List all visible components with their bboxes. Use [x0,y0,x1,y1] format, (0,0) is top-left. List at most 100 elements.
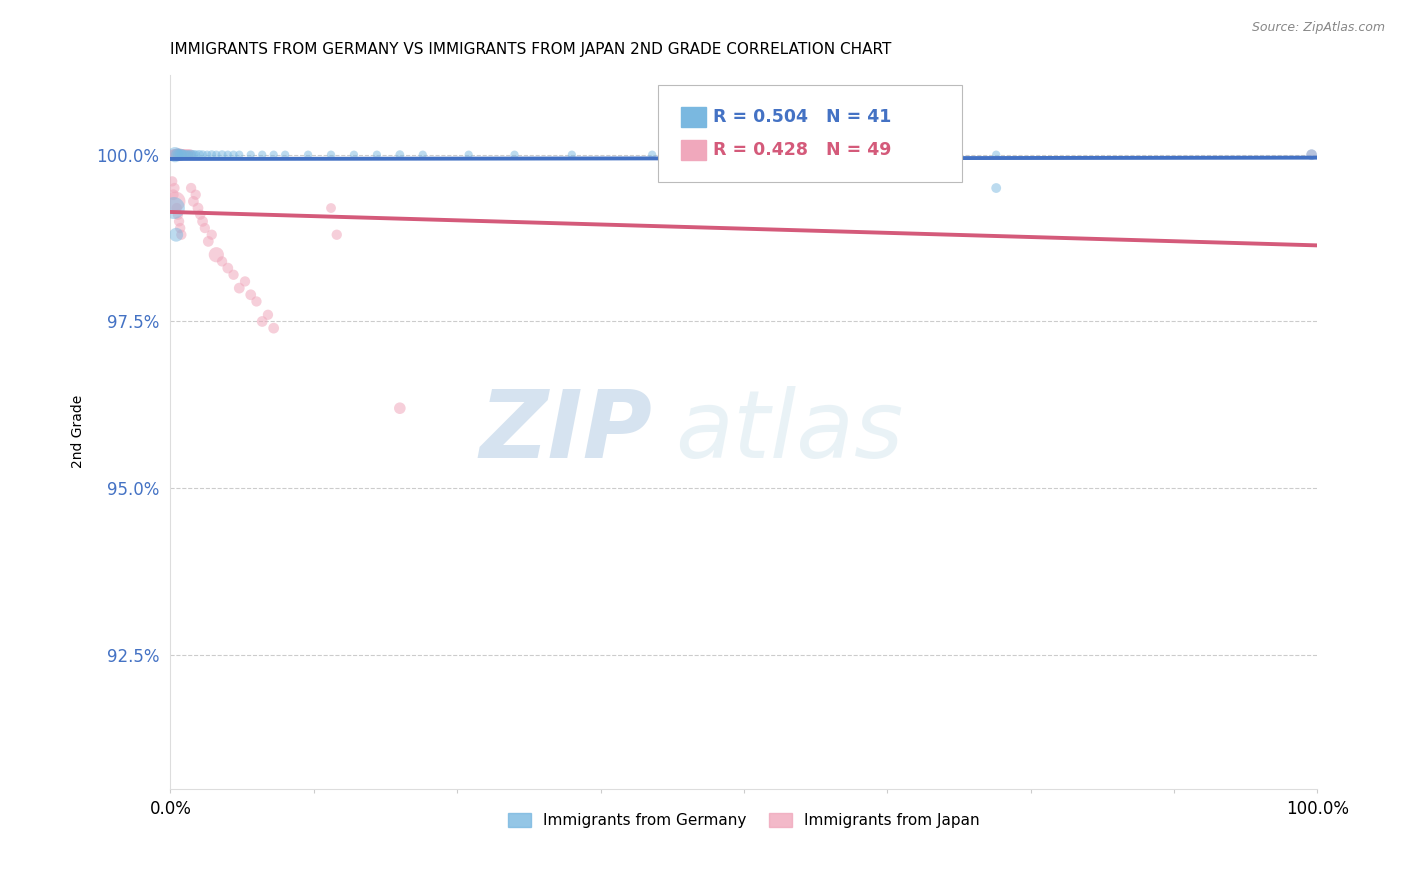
Point [169,221,191,235]
Point [201,147,224,161]
Point [170,147,193,161]
Point [191,214,214,228]
Point [297,147,319,161]
Point [166,201,188,215]
Point [163,201,186,215]
Point [177,147,200,161]
Point [165,147,187,161]
Point [191,147,214,161]
Point [245,294,267,309]
Point [170,147,193,161]
Point [211,254,233,268]
Point [1301,147,1323,161]
Point [986,147,1008,161]
Point [183,147,205,161]
Point [165,147,187,161]
Point [173,147,195,161]
Point [228,147,250,161]
Point [228,281,250,295]
Point [180,147,202,161]
Text: IMMIGRANTS FROM GERMANY VS IMMIGRANTS FROM JAPAN 2ND GRADE CORRELATION CHART: IMMIGRANTS FROM GERMANY VS IMMIGRANTS FR… [170,42,891,57]
Point [163,147,186,161]
Point [250,147,273,161]
Point [170,147,193,161]
Point [1301,147,1323,161]
Point [457,147,479,161]
Point [388,401,411,416]
Point [170,147,193,161]
Point [170,227,193,242]
Point [195,147,218,161]
Text: R = 0.504   N = 41: R = 0.504 N = 41 [713,109,891,127]
Point [263,321,285,335]
Point [184,147,207,161]
Point [366,147,388,161]
Point [187,201,209,215]
Point [173,147,195,161]
Point [319,201,342,215]
Point [183,194,205,209]
Point [205,248,228,262]
Text: ZIP: ZIP [479,385,652,477]
Point [326,227,349,242]
Point [169,147,191,161]
Bar [681,139,706,160]
Point [176,147,198,161]
Point [503,147,526,161]
Text: atlas: atlas [675,386,903,477]
Legend: Immigrants from Germany, Immigrants from Japan: Immigrants from Germany, Immigrants from… [502,807,986,834]
Point [188,147,211,161]
Text: R = 0.428   N = 49: R = 0.428 N = 49 [713,141,891,159]
Point [561,147,583,161]
Point [166,147,188,161]
Point [176,147,198,161]
Point [641,147,664,161]
Point [217,261,239,276]
Point [167,147,190,161]
Point [179,147,201,161]
Point [165,227,187,242]
Y-axis label: 2nd Grade: 2nd Grade [72,395,86,468]
Point [217,147,239,161]
Point [848,147,870,161]
Point [211,147,233,161]
Point [160,174,183,188]
Point [197,235,219,249]
Point [257,308,280,322]
Point [177,147,200,161]
Bar [681,107,706,128]
Point [174,147,197,161]
FancyBboxPatch shape [658,86,962,182]
Point [194,221,217,235]
Point [163,181,186,195]
Point [188,208,211,222]
Point [165,194,187,209]
Text: Source: ZipAtlas.com: Source: ZipAtlas.com [1251,21,1385,34]
Point [343,147,366,161]
Point [239,147,262,161]
Point [172,147,194,161]
Point [162,147,184,161]
Point [274,147,297,161]
Point [176,147,198,161]
Point [319,147,342,161]
Point [201,227,224,242]
Point [733,147,755,161]
Point [263,147,285,161]
Point [166,147,188,161]
Point [412,147,434,161]
Point [165,147,187,161]
Point [222,268,245,282]
Point [167,214,190,228]
Point [388,147,411,161]
Point [233,275,256,289]
Point [239,287,262,301]
Point [162,187,184,202]
Point [205,147,228,161]
Point [222,147,245,161]
Point [184,187,207,202]
Point [167,147,190,161]
Point [250,314,273,328]
Point [167,208,190,222]
Point [180,181,202,195]
